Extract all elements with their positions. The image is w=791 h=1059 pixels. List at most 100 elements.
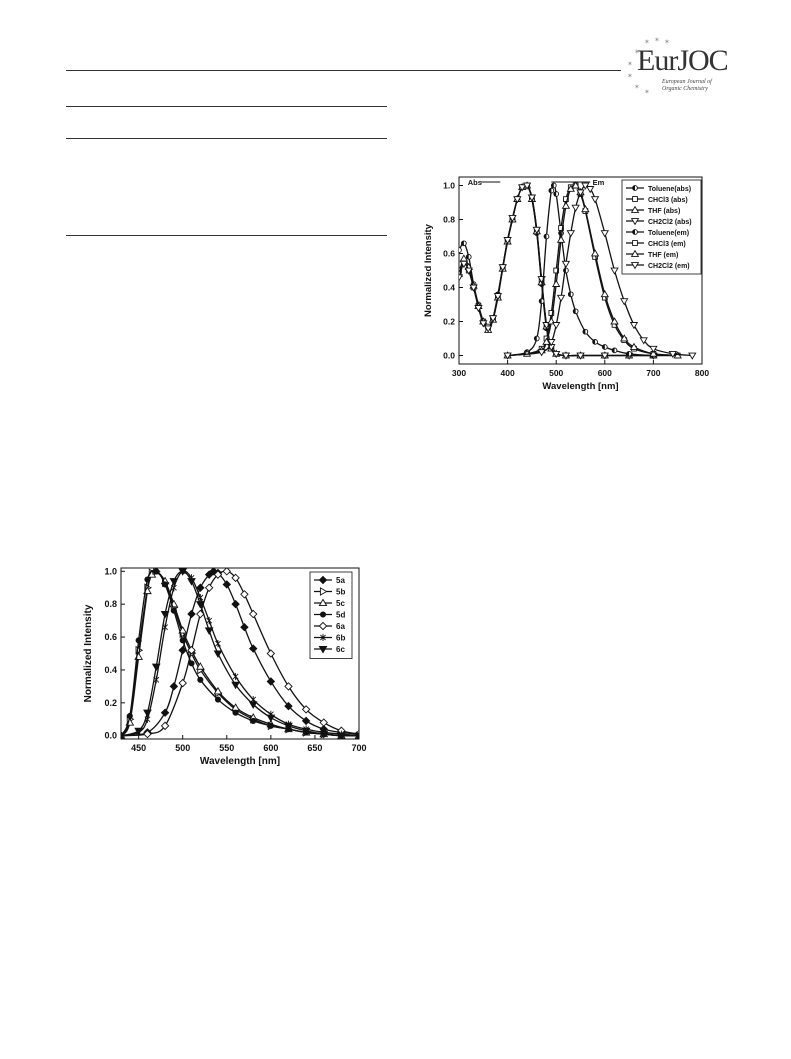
data-point-fill (602, 344, 605, 350)
data-point (213, 650, 223, 658)
x-tick-label: 600 (598, 368, 612, 378)
data-point (566, 230, 575, 238)
data-point (552, 350, 561, 359)
y-tick-label: 0.8 (443, 215, 455, 225)
plot-area (121, 568, 359, 739)
legend-label: 5d (336, 611, 345, 620)
data-point (503, 352, 512, 360)
legend-marker (320, 633, 326, 642)
legend-label: 6b (336, 634, 345, 643)
data-point (248, 644, 258, 653)
data-point (206, 617, 213, 625)
data-point (232, 709, 239, 716)
data-point-fill (539, 298, 542, 304)
series-ch2cl2-(em) (503, 182, 697, 360)
x-tick-label: 400 (501, 368, 515, 378)
x-tick-label: 700 (351, 743, 366, 753)
data-point (668, 350, 678, 359)
legend-marker (632, 196, 638, 202)
data-point-fill (466, 254, 469, 260)
data-point (474, 305, 483, 313)
data-point (204, 583, 214, 592)
legend-marker (632, 240, 638, 246)
y-tick-label: 0.6 (443, 249, 455, 259)
data-point (178, 625, 188, 634)
data-point (561, 201, 571, 209)
em-annotation: Em (593, 178, 605, 187)
data-point (527, 194, 537, 202)
logo-text: EurJOC (637, 44, 729, 77)
data-point (547, 339, 556, 347)
star-icon: ✶ (634, 49, 640, 56)
data-point (488, 315, 498, 323)
data-point (135, 637, 142, 644)
data-point (319, 731, 329, 739)
legend-label: THF (abs) (648, 208, 680, 215)
legend: 5a 5b 5c 5d 6a 6b 6c (309, 571, 353, 659)
data-point (620, 334, 629, 342)
data-point (178, 568, 188, 576)
y-axis-label: Normalized Intensity (83, 604, 94, 702)
plot-frame (120, 567, 360, 740)
x-tick-label: 300 (452, 368, 466, 378)
data-point (143, 709, 152, 718)
series-6a (121, 568, 359, 739)
data-point-fill (626, 351, 630, 357)
data-point-fill (548, 188, 552, 193)
data-point (469, 284, 478, 292)
data-point (209, 568, 218, 576)
x-tick-label: 600 (263, 743, 278, 753)
y-tick-label: 1.0 (443, 181, 455, 191)
table-rule-top (66, 106, 387, 107)
data-point (266, 714, 276, 723)
y-tick-label: 0.4 (443, 283, 455, 293)
legend-label: CH2Cl2 (em) (648, 263, 690, 270)
data-point (556, 294, 566, 302)
x-tick-label: 550 (219, 743, 234, 753)
legend-marker (630, 249, 640, 257)
data-point (204, 627, 214, 635)
data-point-fill (573, 308, 576, 314)
x-tick-label: 500 (175, 743, 190, 753)
star-icon: ✶ (644, 89, 650, 96)
data-point (498, 264, 507, 272)
data-point (301, 705, 311, 714)
plot-area (459, 181, 697, 360)
data-point (267, 722, 274, 729)
star-icon: ✶ (634, 84, 640, 91)
table-rule-mid (66, 138, 387, 139)
data-point (187, 645, 196, 655)
data-point (581, 205, 590, 213)
data-point (169, 578, 179, 586)
data-point (561, 260, 571, 268)
legend-label: 6c (336, 645, 345, 654)
legend-label: CHCl3 (abs) (648, 197, 688, 204)
legend-label: CHCl3 (em) (648, 241, 686, 248)
legend-box (621, 179, 702, 275)
data-point (532, 226, 541, 234)
data-point (576, 352, 585, 360)
data-point (187, 609, 196, 619)
data-point (639, 337, 648, 345)
data-point (134, 727, 144, 736)
legend-marker (630, 205, 640, 213)
data-point (215, 640, 221, 648)
data-point (600, 352, 609, 360)
data-point-fill (551, 183, 554, 188)
star-icon: ✶ (664, 39, 670, 46)
y-tick-label: 0.0 (104, 731, 117, 741)
legend-label: Toluene(abs) (648, 186, 691, 193)
data-point (169, 682, 179, 691)
data-point (688, 352, 697, 360)
data-point (188, 660, 195, 667)
data-point (153, 568, 160, 575)
legend-label: 6a (336, 622, 345, 631)
data-point (629, 342, 639, 350)
data-point (266, 677, 276, 686)
y-tick-label: 0.4 (104, 665, 117, 675)
data-point (513, 196, 522, 204)
data-point (483, 325, 493, 333)
data-point (319, 718, 328, 727)
data-point (571, 181, 580, 189)
y-tick-label: 0.2 (104, 698, 117, 708)
